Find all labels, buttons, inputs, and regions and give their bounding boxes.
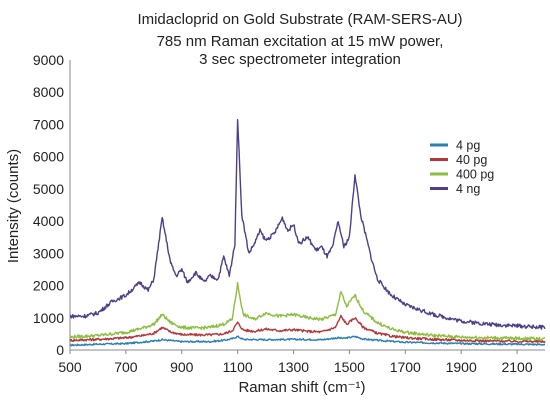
x-tick-label: 1500 bbox=[334, 359, 365, 375]
y-tick-label: 7000 bbox=[33, 116, 64, 132]
series-lines bbox=[69, 119, 546, 347]
y-tick-label: 0 bbox=[56, 342, 64, 358]
chart-title: Imidacloprid on Gold Substrate (RAM-SERS… bbox=[137, 11, 462, 28]
x-tick-label: 700 bbox=[114, 359, 138, 375]
legend-label: 400 pg bbox=[456, 168, 494, 182]
x-tick-label: 1300 bbox=[278, 359, 309, 375]
series-line-4-ng bbox=[69, 119, 546, 330]
series-line-4-pg bbox=[70, 335, 545, 347]
x-tick-label: 500 bbox=[58, 359, 82, 375]
y-tick-labels: 0 1000 2000 3000 4000 5000 6000 7000 8000 9000 bbox=[33, 52, 64, 358]
x-tick-label: 1100 bbox=[223, 359, 253, 375]
series-line-400-pg bbox=[69, 282, 546, 341]
y-tick-label: 5000 bbox=[33, 181, 64, 197]
y-tick-label: 9000 bbox=[33, 52, 64, 68]
legend-label: 4 ng bbox=[456, 182, 480, 196]
chart-subtitle-line2: 3 sec spectrometer integration bbox=[199, 51, 401, 68]
axes bbox=[69, 60, 545, 354]
x-tick-label: 1700 bbox=[390, 359, 421, 375]
y-tick-label: 6000 bbox=[33, 149, 64, 165]
x-axis-label: Raman shift (cm⁻¹) bbox=[238, 379, 365, 396]
y-tick-label: 8000 bbox=[33, 84, 64, 100]
legend-label: 4 pg bbox=[456, 139, 480, 153]
y-tick-label: 1000 bbox=[33, 310, 64, 326]
y-tick-label: 4000 bbox=[33, 213, 64, 229]
y-tick-label: 2000 bbox=[33, 278, 64, 294]
chart-subtitle-line1: 785 nm Raman excitation at 15 mW power, bbox=[157, 33, 444, 50]
x-tick-label: 1900 bbox=[446, 359, 477, 375]
legend-label: 40 pg bbox=[456, 153, 487, 167]
x-tick-labels: 500 700 900 1100 1300 1500 1700 1900 2100 bbox=[58, 359, 533, 375]
series-line-40-pg bbox=[69, 314, 546, 344]
x-tick-label: 900 bbox=[170, 359, 194, 375]
y-tick-label: 3000 bbox=[33, 245, 64, 261]
y-axis-label: Intensity (counts) bbox=[5, 149, 22, 263]
x-tick-label: 2100 bbox=[501, 359, 532, 375]
